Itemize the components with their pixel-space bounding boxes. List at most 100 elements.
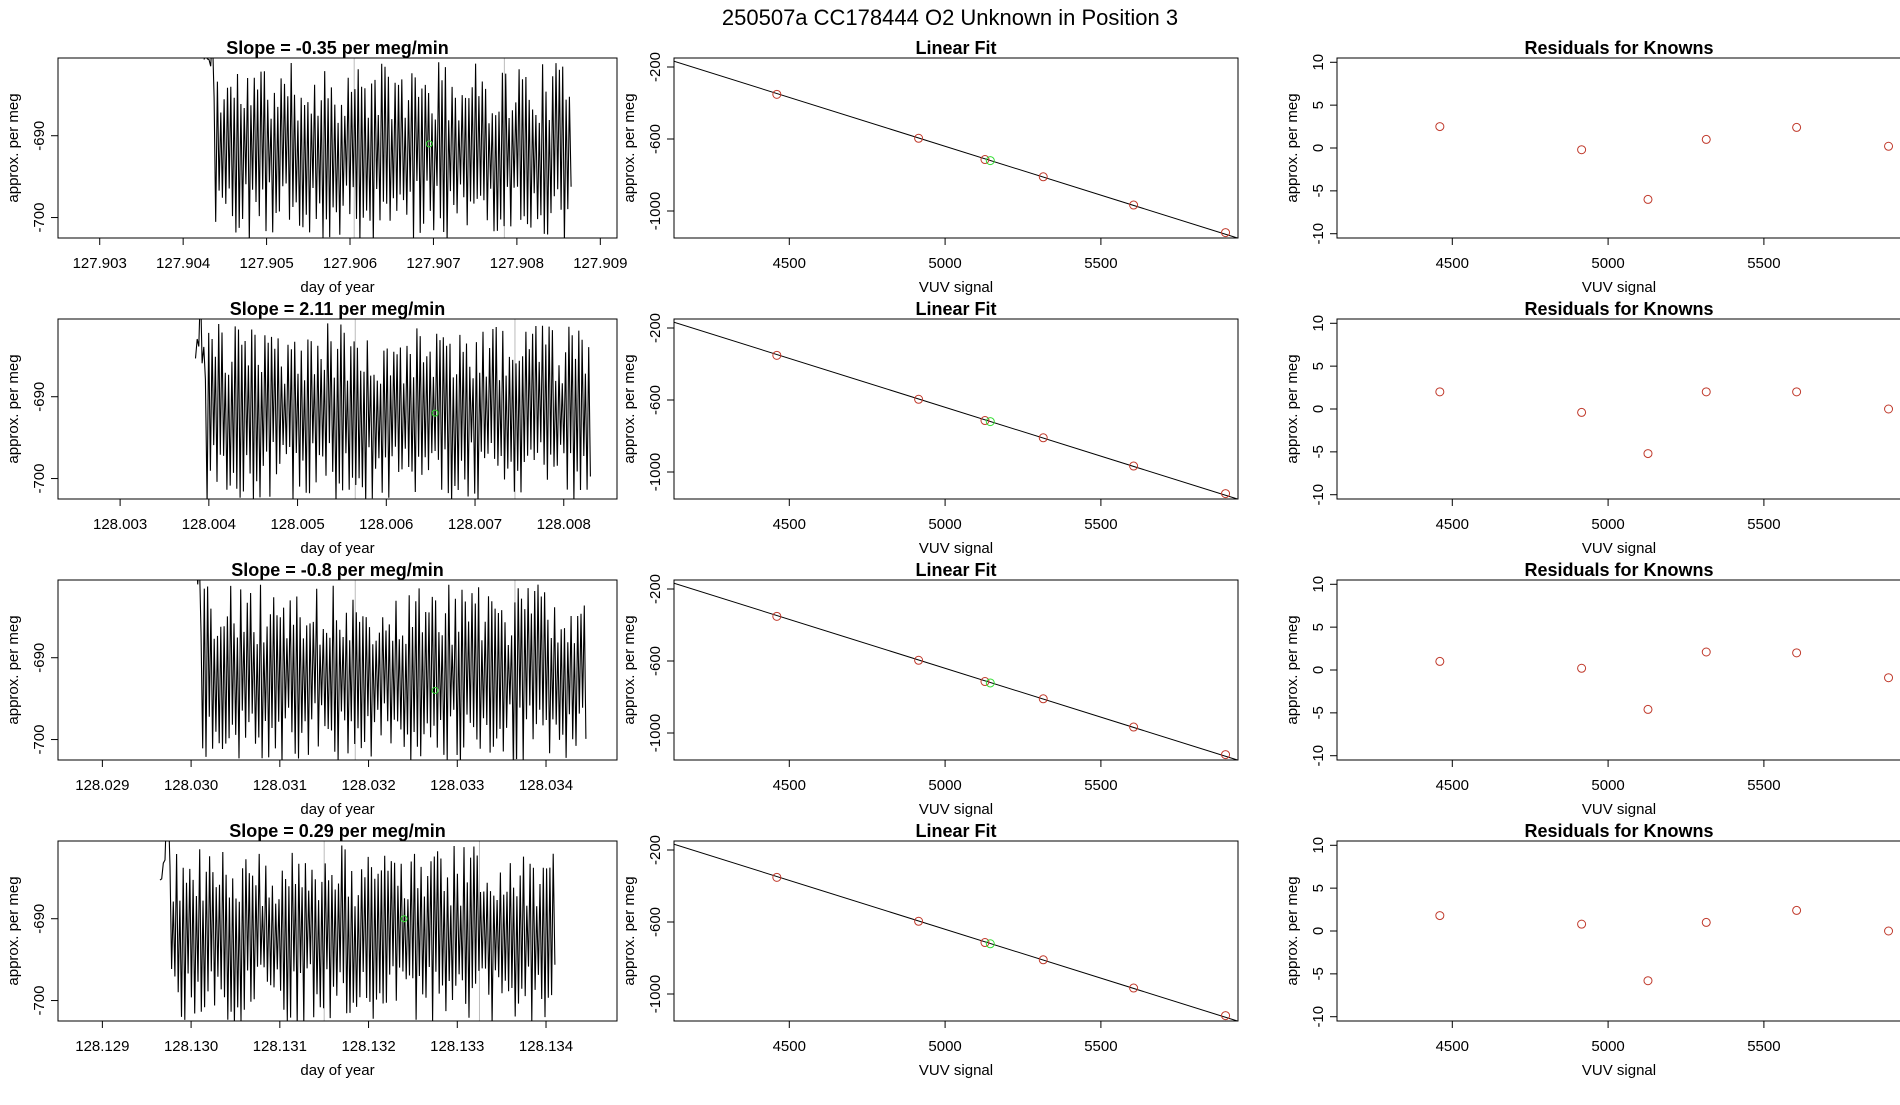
residual-point — [1577, 919, 1587, 929]
fit-line — [674, 843, 1238, 1021]
plot-area — [1435, 122, 1894, 204]
x-tick-label: 128.033 — [430, 777, 484, 794]
residual-point — [1435, 656, 1445, 666]
known-point — [772, 350, 782, 360]
panel-title: Residuals for Knowns — [1524, 560, 1713, 580]
plot-area — [674, 843, 1238, 1021]
y-tick-label: -10 — [1310, 1006, 1327, 1028]
y-tick-label: 5 — [1310, 101, 1327, 109]
y-tick-label: -5 — [1310, 445, 1327, 458]
plot-area — [194, 319, 591, 499]
plot-frame — [673, 840, 1239, 1022]
y-tick-label: -1000 — [647, 453, 664, 491]
x-tick-label: 128.006 — [359, 516, 413, 533]
x-axis-label: day of year — [300, 540, 374, 557]
known-point — [1129, 722, 1139, 732]
panel-title: Linear Fit — [915, 299, 996, 319]
x-tick-label: 128.004 — [182, 516, 236, 533]
x-tick-label: 128.032 — [341, 777, 395, 794]
y-tick-label: -200 — [647, 52, 664, 82]
known-point — [1221, 489, 1231, 499]
unknown-point — [985, 678, 995, 688]
x-axis-label: VUV signal — [1582, 1062, 1656, 1079]
x-tick-label: 5000 — [928, 777, 961, 794]
plot-frame — [673, 318, 1239, 500]
y-axis-label: approx. per meg — [621, 876, 638, 985]
plot-frame — [1336, 579, 1900, 761]
x-tick-label: 4500 — [773, 1038, 806, 1055]
y-tick-label: -10 — [1310, 484, 1327, 506]
x-tick-label: 5500 — [1084, 516, 1117, 533]
known-point — [1221, 750, 1231, 760]
y-axis-label: approx. per meg — [621, 354, 638, 463]
known-point — [772, 89, 782, 99]
panel-2-residuals: Residuals for Knowns approx. per meg VUV s… — [1284, 299, 1900, 557]
residual-point — [1643, 449, 1653, 459]
plot-area — [674, 582, 1238, 760]
known-point — [1038, 694, 1048, 704]
y-tick-label: -5 — [1310, 706, 1327, 719]
known-point — [1129, 461, 1139, 471]
residual-point — [1577, 663, 1587, 673]
panel-3-residuals: Residuals for Knowns approx. per meg VUV s… — [1284, 560, 1900, 818]
residual-point — [1792, 648, 1802, 658]
x-axis-label: day of year — [300, 279, 374, 296]
residual-point — [1435, 911, 1445, 921]
panel-4-fit: Linear Fit approx. per meg VUV signal 4500 5… — [621, 821, 1239, 1079]
residual-point — [1643, 704, 1653, 714]
y-tick-label: 0 — [1310, 927, 1327, 935]
x-tick-label: 128.131 — [253, 1038, 307, 1055]
residual-point — [1701, 917, 1711, 927]
x-tick-label: 128.132 — [341, 1038, 395, 1055]
unknown-marker — [431, 409, 439, 417]
x-tick-label: 5000 — [1591, 516, 1624, 533]
x-tick-label: 5500 — [1747, 777, 1780, 794]
known-point — [772, 611, 782, 621]
y-tick-label: -600 — [647, 646, 664, 676]
y-tick-label: -690 — [31, 382, 48, 412]
y-tick-label: 0 — [1310, 144, 1327, 152]
x-axis-label: day of year — [300, 1062, 374, 1079]
plot-frame — [57, 318, 618, 500]
x-tick-label: 128.003 — [93, 516, 147, 533]
panel-title: Linear Fit — [915, 38, 996, 58]
y-tick-label: -1000 — [647, 975, 664, 1013]
panel-title: Residuals for Knowns — [1524, 299, 1713, 319]
x-tick-label: 128.129 — [75, 1038, 129, 1055]
plot-frame — [1336, 840, 1900, 1022]
y-tick-label: -600 — [647, 907, 664, 937]
y-tick-label: -10 — [1310, 223, 1327, 245]
y-axis-label: approx. per meg — [5, 93, 22, 202]
panel-title: Residuals for Knowns — [1524, 821, 1713, 841]
x-tick-label: 127.908 — [490, 255, 544, 272]
y-tick-label: 10 — [1310, 837, 1327, 854]
x-axis-label: VUV signal — [919, 801, 993, 818]
y-axis-label: approx. per meg — [5, 615, 22, 724]
plot-frame — [1336, 57, 1900, 239]
x-tick-label: 5000 — [928, 1038, 961, 1055]
panel-1-fit: Linear Fit approx. per meg VUV signal 4500 5… — [621, 38, 1239, 296]
residual-point — [1884, 926, 1894, 936]
x-tick-label: 128.133 — [430, 1038, 484, 1055]
plot-area — [1435, 905, 1894, 986]
plot-frame — [57, 840, 618, 1022]
known-point — [1038, 172, 1048, 182]
x-tick-label: 4500 — [773, 516, 806, 533]
panel-title: Linear Fit — [915, 821, 996, 841]
plot-area — [674, 60, 1238, 238]
x-tick-label: 128.031 — [253, 777, 307, 794]
known-point — [1129, 983, 1139, 993]
known-point — [980, 677, 990, 687]
panel-title: Slope = 0.29 per meg/min — [229, 821, 446, 841]
panel-4-timeseries: Slope = 0.29 per meg/min approx. per meg d… — [5, 821, 618, 1079]
unknown-marker — [431, 686, 439, 694]
series-line — [159, 841, 556, 1021]
x-tick-label: 4500 — [1436, 516, 1469, 533]
y-tick-label: -700 — [31, 203, 48, 233]
x-tick-label: 4500 — [773, 255, 806, 272]
x-tick-label: 128.008 — [537, 516, 591, 533]
residual-point — [1884, 673, 1894, 683]
x-tick-label: 4500 — [1436, 255, 1469, 272]
panel-2-timeseries: Slope = 2.11 per meg/min approx. per meg d… — [5, 299, 618, 557]
panel-4-residuals: Residuals for Knowns approx. per meg VUV s… — [1284, 821, 1900, 1079]
